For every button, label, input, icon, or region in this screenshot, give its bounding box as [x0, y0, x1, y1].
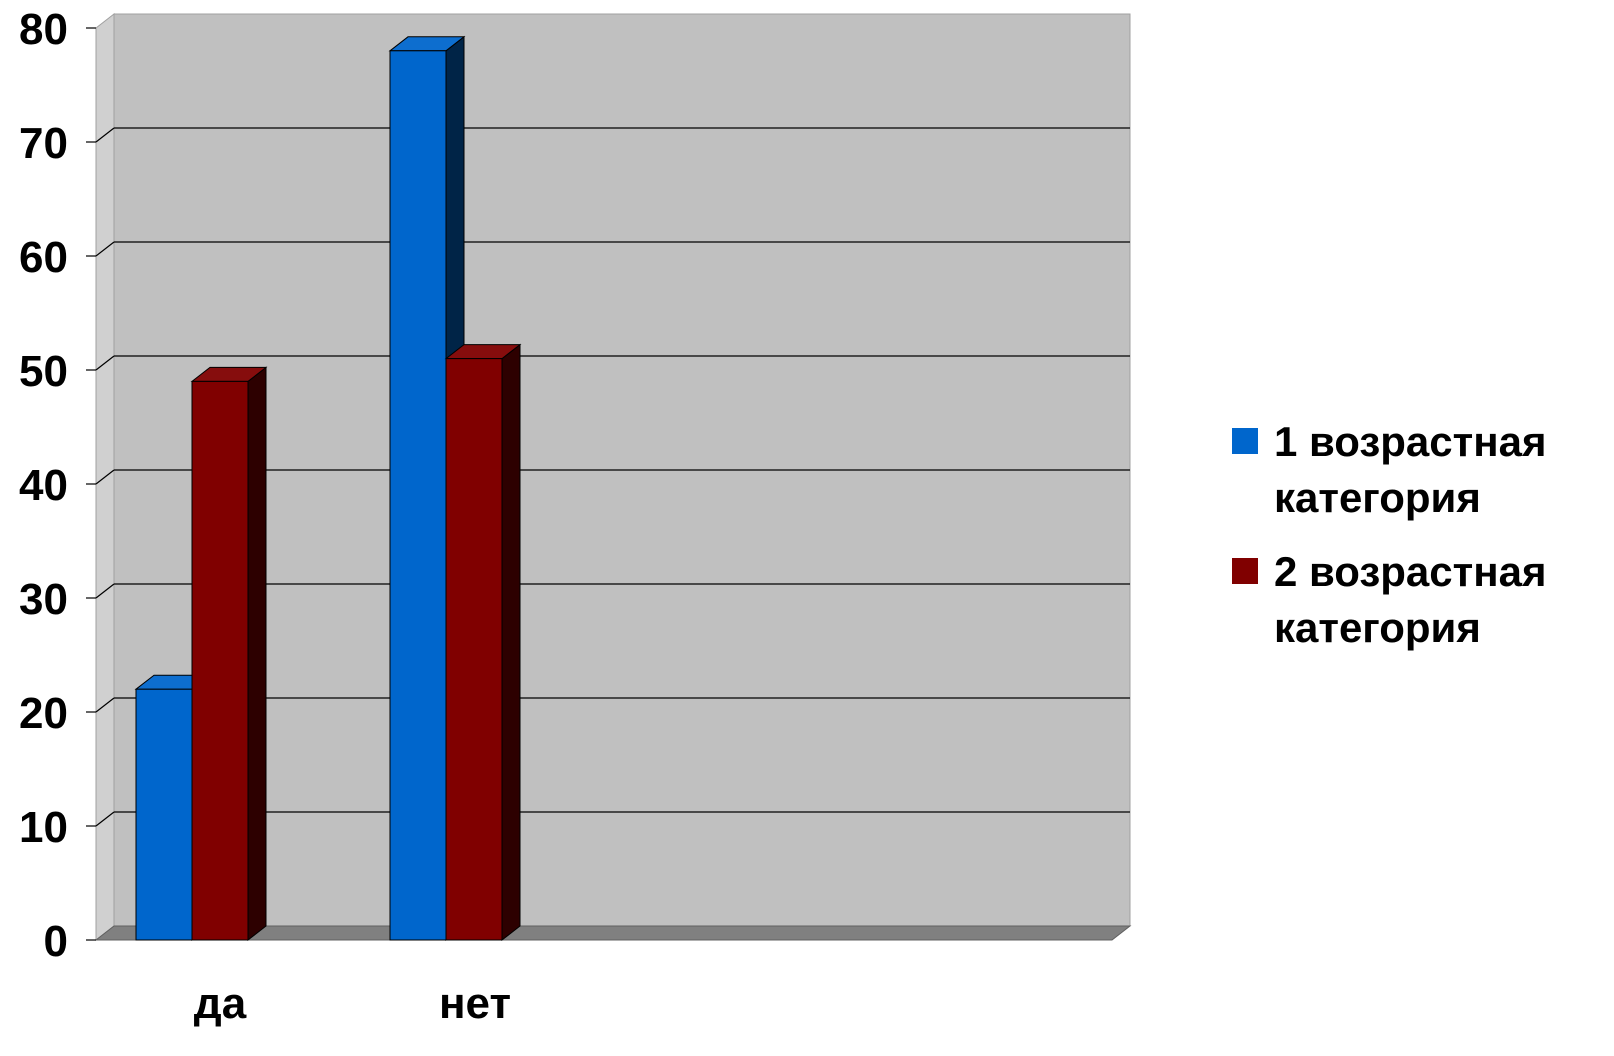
y-tick-label: 80 — [19, 5, 68, 54]
gridlines — [95, 127, 1130, 827]
bar-side — [501, 343, 521, 942]
gridline-side — [95, 241, 115, 257]
y-tick-label: 70 — [19, 119, 68, 168]
y-tick-label: 20 — [19, 689, 68, 738]
bar-да-series-1 — [135, 688, 193, 941]
plot-floor — [94, 925, 1132, 941]
legend-label-series-1: 1 возрастная категория — [1274, 418, 1547, 521]
bar-нет-series-2 — [445, 358, 503, 941]
bars — [134, 35, 522, 942]
gridline-side — [95, 127, 115, 143]
x-axis-labels: да нет — [194, 979, 511, 1028]
bar-да-series-2 — [191, 380, 249, 941]
x-tick-label: нет — [439, 979, 511, 1028]
x-tick-label: да — [194, 979, 247, 1028]
legend-swatch-series-1 — [1232, 428, 1258, 454]
y-tick-label: 30 — [19, 575, 68, 624]
y-tick-label: 50 — [19, 347, 68, 396]
legend-item-series-1: 1 возрастная категория — [1232, 414, 1612, 526]
legend-swatch-series-2 — [1232, 558, 1258, 584]
gridline-side — [95, 811, 115, 827]
gridline-side — [95, 469, 115, 485]
bar-нет-series-1 — [389, 50, 447, 941]
legend-label-series-2: 2 возрастная категория — [1274, 548, 1547, 651]
bar-side — [247, 366, 267, 942]
gridline-side — [95, 583, 115, 599]
y-tick-label: 60 — [19, 233, 68, 282]
gridline-side — [95, 697, 115, 713]
y-tick-label: 40 — [19, 461, 68, 510]
y-tick-label: 10 — [19, 803, 68, 852]
gridline-side — [95, 355, 115, 371]
y-axis-ticks: 0 10 20 30 40 50 60 70 80 — [19, 5, 96, 966]
legend: 1 возрастная категория 2 возрастная кате… — [1232, 414, 1612, 674]
legend-item-series-2: 2 возрастная категория — [1232, 544, 1612, 656]
y-tick-label: 0 — [44, 917, 68, 966]
